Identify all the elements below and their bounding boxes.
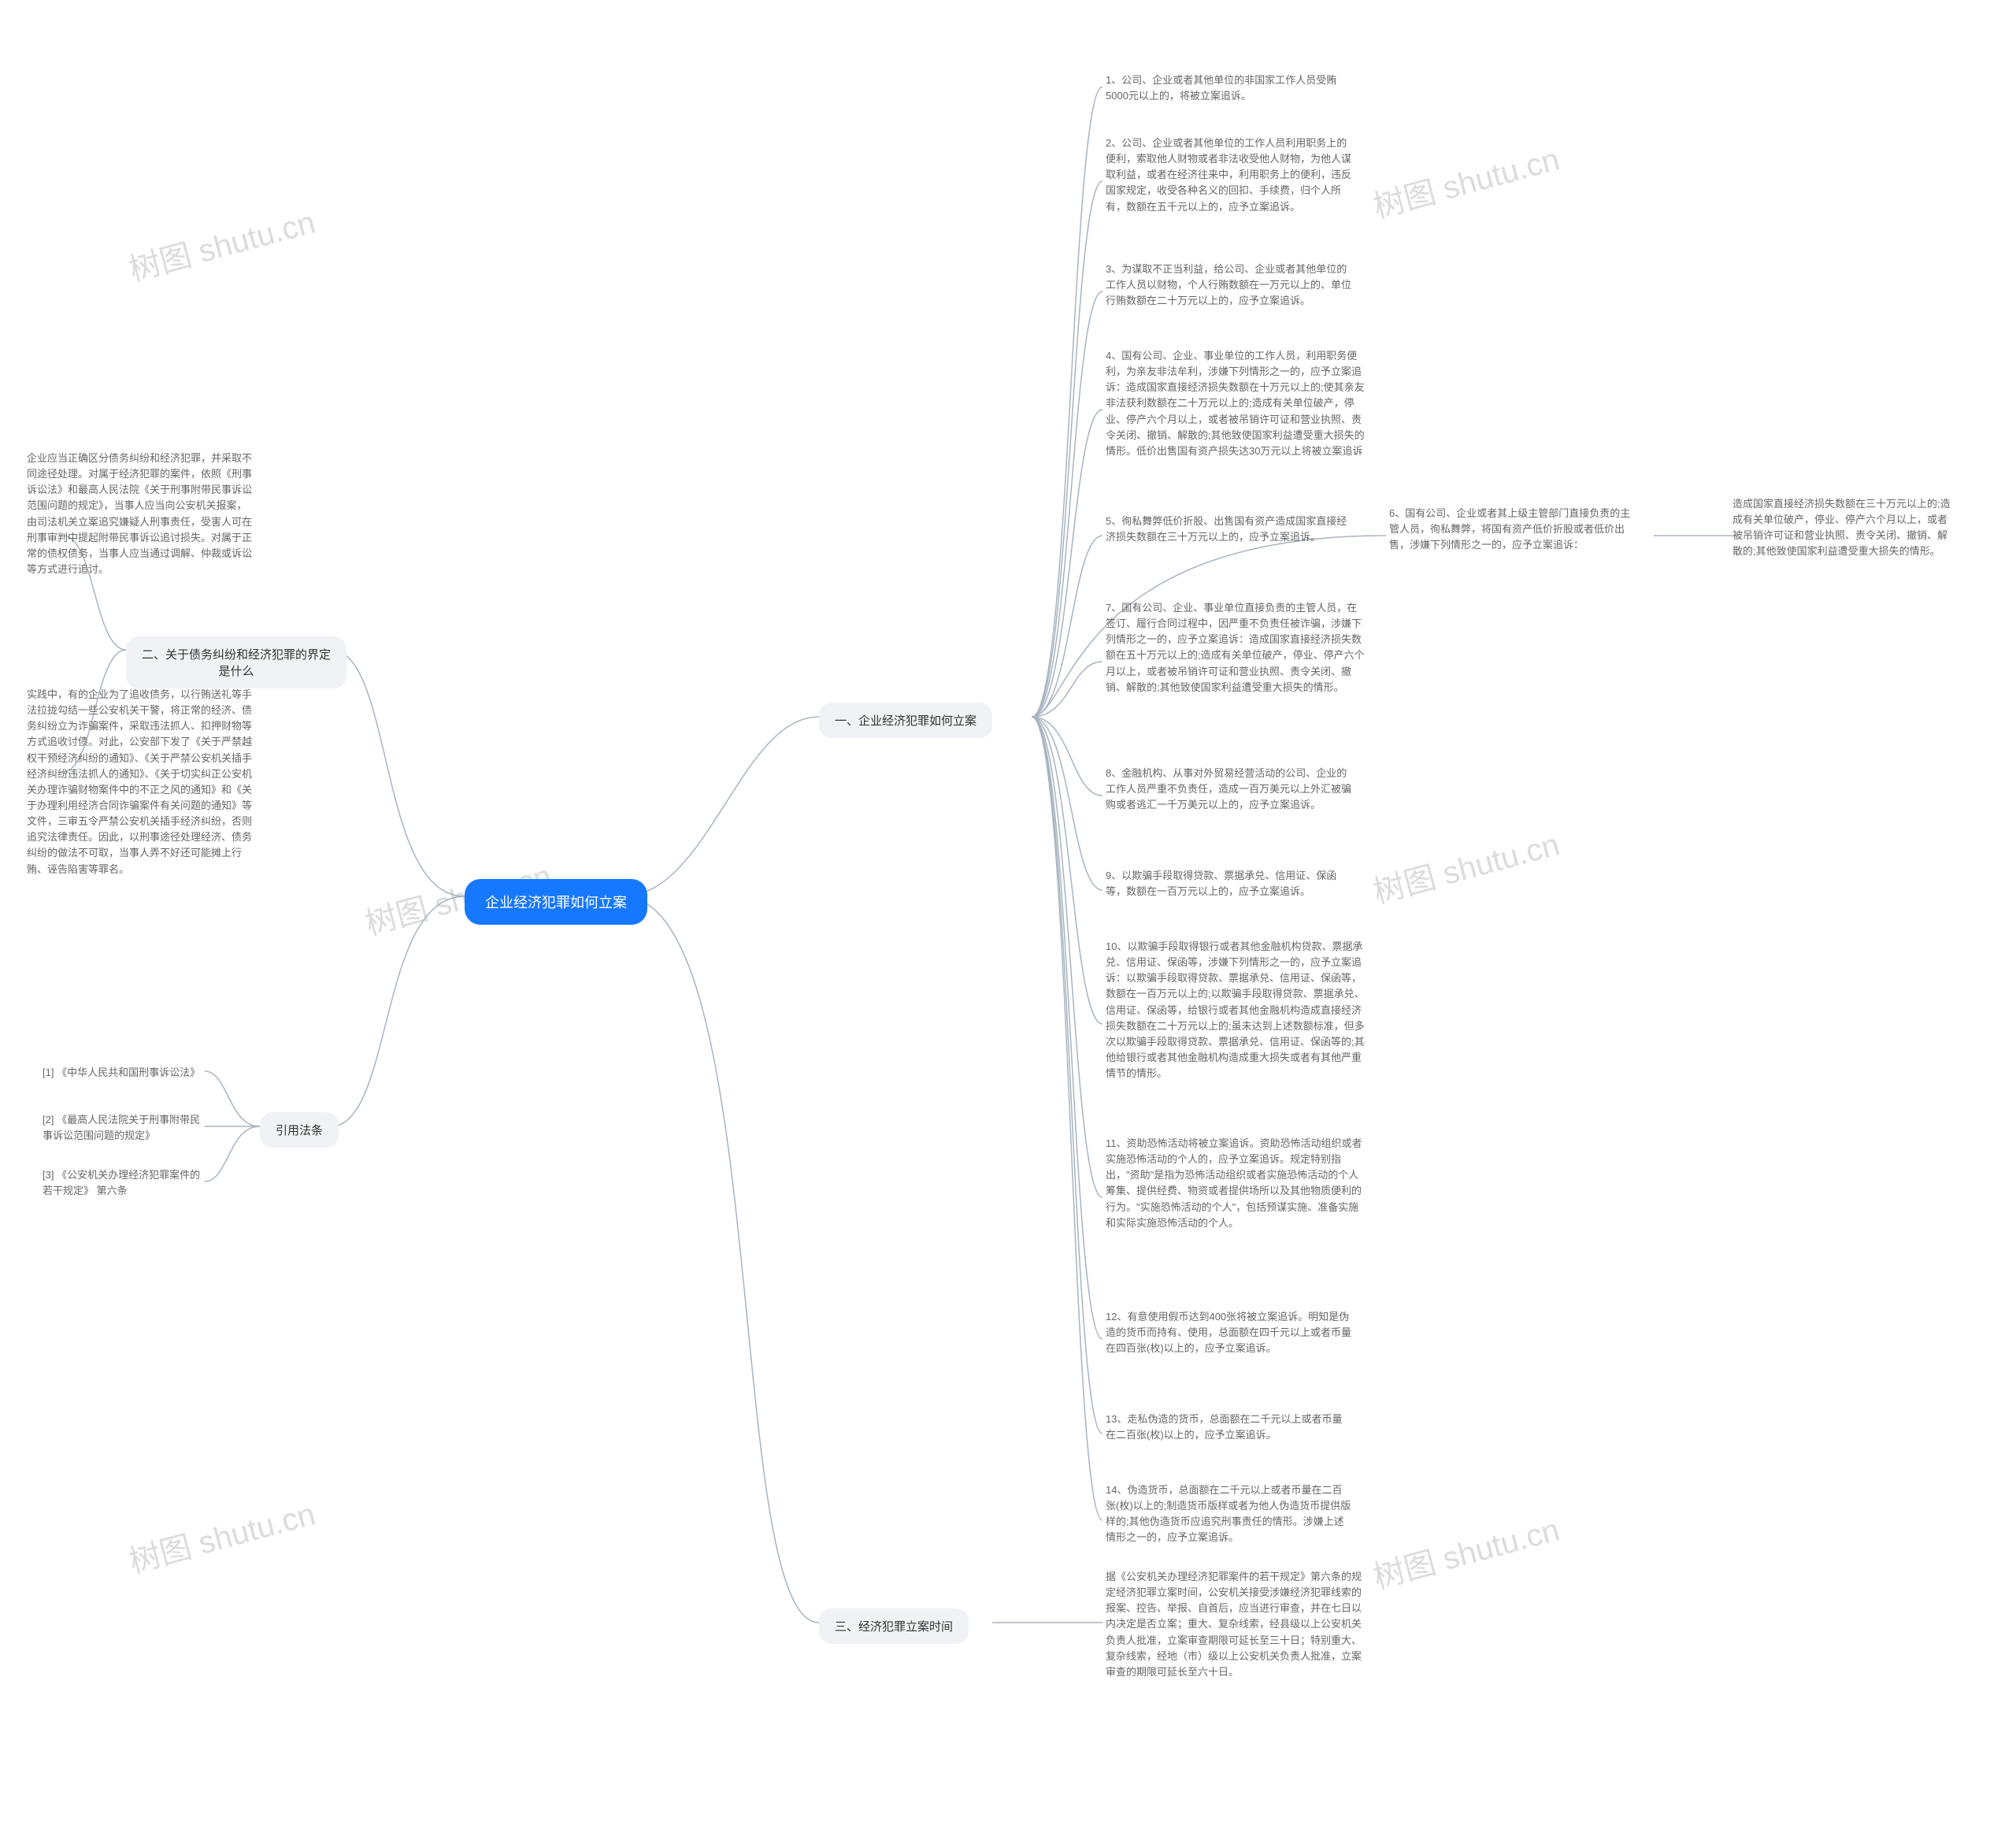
ref-1: [1] 《中华人民共和国刑事诉讼法》 — [39, 1063, 203, 1082]
mindmap-canvas: 树图 shutu.cn 树图 shutu.cn 树图 shutu.cn 树图 s… — [0, 0, 2016, 1840]
s1-item-4: 4、国有公司、企业、事业单位的工作人员，利用职务便利，为亲友非法牟利，涉嫌下列情… — [1102, 347, 1370, 461]
s1-item-5: 5、徇私舞弊低价折股、出售国有资产造成国家直接经济损失数额在三十万元以上的，应予… — [1102, 512, 1354, 547]
s1-item-12: 12、有意使用假币达到400张将被立案追诉。明知是伪造的货币而持有、使用，总面额… — [1102, 1308, 1354, 1358]
s1-item-11: 11、资助恐怖活动将被立案追诉。资助恐怖活动组织或者实施恐怖活动的个人的，应予立… — [1102, 1134, 1370, 1233]
watermark: 树图 shutu.cn — [1368, 819, 1564, 913]
s1-item-2: 2、公司、企业或者其他单位的工作人员利用职务上的便利，索取他人财物或者非法收受他… — [1102, 134, 1354, 217]
s1-item-10: 10、以欺骗手段取得银行或者其他金融机构贷款、票据承兑、信用证、保函等，涉嫌下列… — [1102, 937, 1370, 1083]
s1-item-13: 13、走私伪造的货币，总面额在二千元以上或者币量在二百张(枚)以上的，应予立案追… — [1102, 1410, 1354, 1445]
root-node[interactable]: 企业经济犯罪如何立案 — [465, 879, 647, 925]
ref-3: [3] 《公安机关办理经济犯罪案件的若干规定》 第六条 — [39, 1166, 213, 1200]
branch-2[interactable]: 二、关于债务纠纷和经济犯罪的界定是什么 — [126, 636, 346, 688]
branch-3-label: 三、经济犯罪立案时间 — [835, 1618, 953, 1634]
branch-3[interactable]: 三、经济犯罪立案时间 — [819, 1608, 969, 1644]
s1-item-7: 7、国有公司、企业、事业单位直接负责的主管人员，在签订、履行合同过程中，因严重不… — [1102, 599, 1370, 697]
branch-refs[interactable]: 引用法条 — [260, 1112, 339, 1148]
s1-item-14: 14、伪造货币，总面额在二千元以上或者币量在二百张(枚)以上的;制造货币版样或者… — [1102, 1481, 1354, 1548]
s1-item-8: 8、金融机构、从事对外贸易经营活动的公司、企业的工作人员严重不负责任，造成一百万… — [1102, 764, 1354, 814]
branch-1-label: 一、企业经济犯罪如何立案 — [835, 712, 976, 729]
s1-item-6-sub: 造成国家直接经济损失数额在三十万元以上的;造成有关单位破产，停业、停产六个月以上… — [1732, 496, 1953, 560]
watermark: 树图 shutu.cn — [1368, 1504, 1564, 1598]
s3-item-1: 据《公安机关办理经济犯罪案件的若干规定》第六条的规定经济犯罪立案时间，公安机关接… — [1102, 1567, 1370, 1682]
watermark: 树图 shutu.cn — [1368, 134, 1564, 228]
branch-1[interactable]: 一、企业经济犯罪如何立案 — [819, 703, 992, 738]
root-label: 企业经济犯罪如何立案 — [485, 892, 627, 912]
s1-item-3: 3、为谋取不正当利益，给公司、企业或者其他单位的工作人员以财物，个人行贿数额在一… — [1102, 260, 1354, 310]
watermark: 树图 shutu.cn — [124, 197, 320, 291]
branch-2-label: 二、关于债务纠纷和经济犯罪的界定是什么 — [142, 646, 331, 679]
s1-item-6: 6、国有公司、企业或者其上级主管部门直接负责的主管人员，徇私舞弊，将国有资产低价… — [1386, 504, 1638, 555]
watermark: 树图 shutu.cn — [124, 1489, 320, 1582]
branch-refs-label: 引用法条 — [276, 1122, 323, 1138]
s2-item-1: 企业应当正确区分债务纠纷和经济犯罪，并采取不同途径处理。对属于经济犯罪的案件，依… — [24, 449, 260, 579]
s2-item-2: 实践中，有的企业为了追收债务，以行贿送礼等手法拉拢勾结一些公安机关干警，将正常的… — [24, 685, 260, 879]
s1-item-1: 1、公司、企业或者其他单位的非国家工作人员受贿5000元以上的，将被立案追诉。 — [1102, 71, 1354, 106]
s1-item-9: 9、以欺骗手段取得贷款、票据承兑、信用证、保函等，数额在一百万元以上的，应予立案… — [1102, 866, 1354, 901]
ref-2: [2] 《最高人民法院关于刑事附带民事诉讼范围问题的规定》 — [39, 1111, 213, 1145]
link-layer — [0, 0, 2016, 1840]
